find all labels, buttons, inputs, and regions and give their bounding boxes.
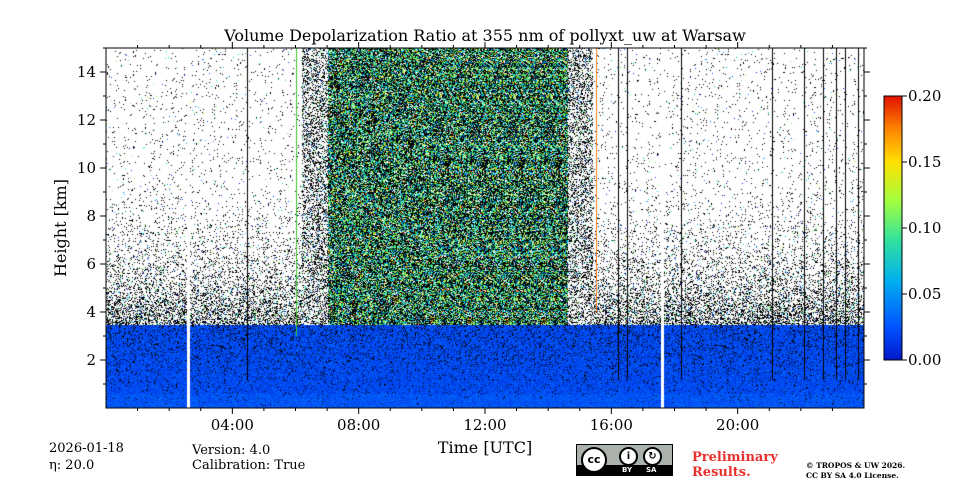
y-tick-label: 6: [86, 255, 96, 273]
copyright-line-1: © TROPOS & UW 2026.: [806, 461, 906, 470]
x-tick-label: 20:00: [716, 416, 759, 434]
y-tick-label: 10: [77, 159, 96, 177]
version-label: Version: 4.0: [192, 443, 271, 458]
x-tick-label: 16:00: [590, 416, 633, 434]
depolarization-heatmap: [106, 48, 864, 408]
eta-label: η: 20.0: [49, 458, 95, 473]
colorbar-tick-label: 0.05: [908, 285, 941, 303]
cc-icon: cc: [581, 447, 607, 473]
calibration-label: Calibration: True: [192, 458, 306, 473]
y-tick-label: 2: [86, 351, 96, 369]
colorbar-tick-label: 0.10: [908, 219, 941, 237]
badge-by-label: BY: [622, 466, 633, 474]
y-tick-label: 14: [77, 63, 96, 81]
by-person-icon: i: [619, 447, 638, 466]
y-tick-label: 12: [77, 111, 96, 129]
share-alike-icon: ↻: [643, 447, 662, 466]
x-axis: 04:00 08:00 12:00 16:00 20:00: [137, 42, 833, 434]
x-tick-label: 04:00: [211, 416, 254, 434]
preliminary-line-2: Results.: [692, 465, 751, 480]
colorbar-tick-label: 0.00: [908, 351, 941, 369]
date-label: 2026-01-18: [49, 441, 124, 456]
y-tick-label: 4: [86, 303, 96, 321]
x-tick-label: 08:00: [337, 416, 380, 434]
colorbar-gradient: [883, 95, 903, 361]
colorbar-tick-label: 0.20: [908, 87, 941, 105]
chart-title: Volume Depolarization Ratio at 355 nm of…: [223, 26, 746, 45]
copyright-line-2: CC BY SA 4.0 License.: [806, 471, 899, 480]
colorbar: 0.00 0.05 0.10 0.15 0.20: [883, 87, 941, 369]
x-tick-label: 12:00: [463, 416, 506, 434]
colorbar-tick-label: 0.15: [908, 153, 941, 171]
badge-band: [577, 465, 672, 475]
plot-area: [105, 47, 865, 409]
y-axis-label: Height [km]: [51, 179, 70, 277]
y-tick-label: 8: [86, 207, 96, 225]
cc-by-sa-badge: cc i ↻ BY SA: [576, 444, 673, 476]
y-axis: 2 4 6 8 10 12 14: [77, 47, 870, 385]
x-axis-label: Time [UTC]: [438, 438, 532, 457]
badge-sa-label: SA: [646, 466, 657, 474]
preliminary-line-1: Preliminary: [692, 450, 778, 465]
